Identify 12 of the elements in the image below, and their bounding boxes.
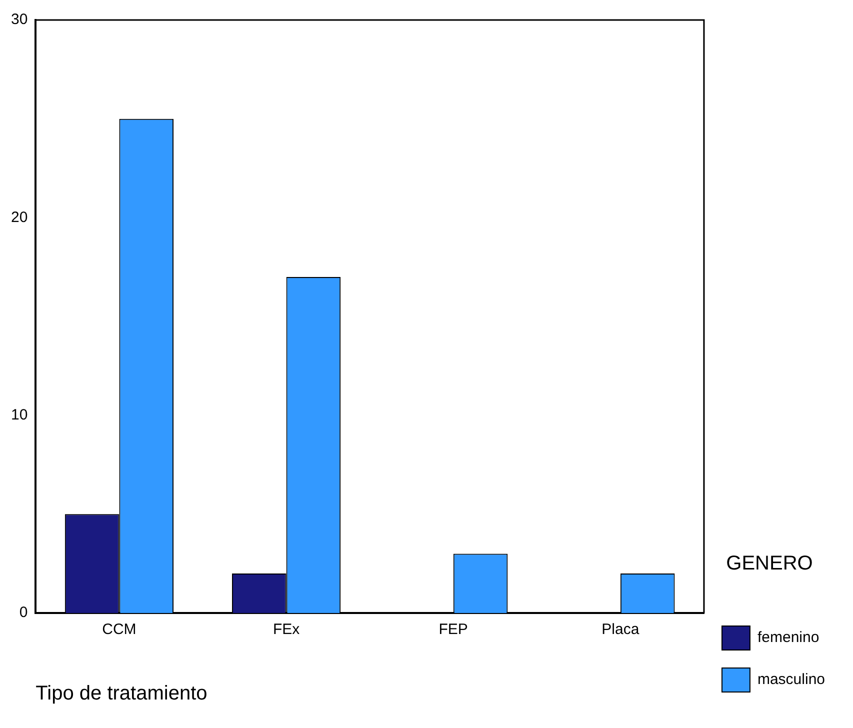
x-tick-label: FEP [438, 621, 468, 638]
y-tick-label: 30 [10, 11, 28, 28]
x-tick-label: FEx [272, 621, 300, 638]
x-axis-title: Tipo de tratamiento [36, 682, 208, 705]
y-tick-label: 10 [10, 406, 28, 424]
y-tick-label: 20 [10, 208, 28, 226]
legend-label: femenino [757, 629, 820, 646]
x-tick-label: CCM [102, 621, 136, 638]
y-tick-label: 0 [19, 604, 28, 622]
legend-title: GENERO [726, 552, 813, 575]
x-tick-label: Placa [602, 621, 640, 638]
legend-label: masculino [757, 671, 825, 688]
